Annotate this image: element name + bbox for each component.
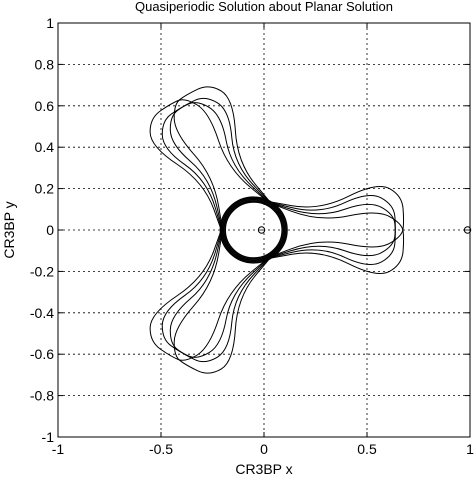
y-tick-label: 0.4 [35,139,55,155]
inner-ring [224,201,283,259]
x-tick-label: -1 [52,441,65,457]
trajectory-series [149,86,405,374]
inner-ring [223,200,285,260]
trajectory-lobe-band [149,99,275,237]
trajectory-lobe-band [173,86,275,237]
x-tick-label: 0 [260,441,268,457]
y-tick-label: 0.8 [35,56,55,72]
x-tick-label: 0.5 [357,441,377,457]
chart-title: Quasiperiodic Solution about Planar Solu… [135,0,393,14]
x-tick-label: -0.5 [149,441,173,457]
trajectory-lobe-band [169,223,275,363]
y-tick-label: -0.4 [30,305,54,321]
trajectory-lobe-band [161,223,275,358]
y-tick-label: 0.6 [35,98,55,114]
y-tick-label: -0.6 [30,346,54,362]
plot-frame [57,22,471,438]
trajectory-lobe-band [161,102,275,237]
y-tick-label: 0 [46,222,54,238]
y-axis-ticks: -1 -0.8 -0.6 -0.4 -0.2 0 0.2 0.4 0.6 0.8 1 [30,15,470,445]
y-tick-label: 1 [46,15,54,31]
trajectory-lobe-band [262,186,405,260]
trajectory-lobe-band [262,200,405,274]
y-tick-label: 0.2 [35,181,55,197]
primary-bodies [257,226,472,234]
y-tick-label: -0.8 [30,388,54,404]
trajectory-lobe-band [173,223,275,374]
x-tick-label: 1 [466,441,474,457]
x-axis-label: CR3BP x [235,461,292,477]
trajectory-lobe-band [169,97,275,237]
trajectory-lobe-band [149,223,275,361]
y-tick-label: -1 [42,429,55,445]
inner-ring [219,196,288,264]
trajectory-lobe-band [262,194,396,260]
y-axis-label: CR3BP y [1,201,17,258]
x-axis-ticks: -1 -0.5 0 0.5 1 [52,23,474,457]
y-tick-label: -0.2 [30,263,54,279]
